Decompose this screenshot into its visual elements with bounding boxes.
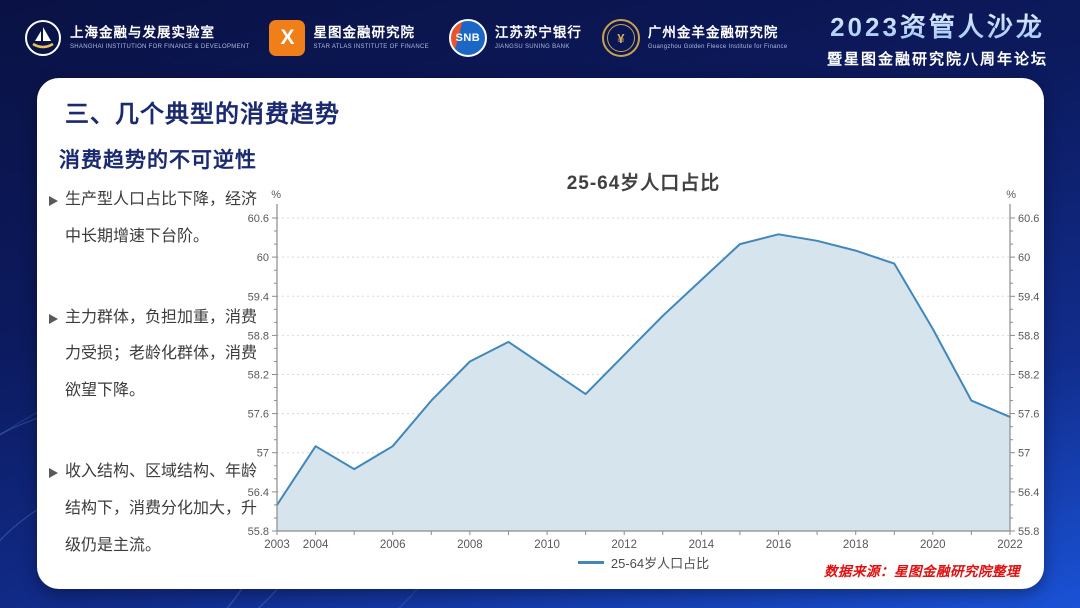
y-axis-label-right: 57 xyxy=(1018,448,1030,460)
logo-subtitle: Guangzhou Golden Fleece Institute for Fi… xyxy=(647,43,788,50)
y-axis-label-left: 56.4 xyxy=(248,487,269,499)
logo-name: 广州金羊金融研究院 xyxy=(647,24,779,40)
x-axis-label: 2003 xyxy=(264,539,290,551)
x-axis-label: 2012 xyxy=(611,539,637,551)
legend-label: 25-64岁人口占比 xyxy=(610,556,710,571)
logo-suning-bank: SNB 江苏苏宁银行 JIANGSU SUNING BANK xyxy=(448,19,582,57)
arrow-bullet-icon xyxy=(49,196,58,206)
star-atlas-logo-icon: X xyxy=(269,20,306,56)
x-axis-label: 2008 xyxy=(457,539,483,551)
bullet-text: 收入结构、区域结构、年龄结构下，消费分化加大，升级仍是主流。 xyxy=(65,462,258,554)
header-bar: 上海金融与发展实验室 SHANGHAI INSTITUTION FOR FINA… xyxy=(0,0,1080,76)
logo-name: 星图金融研究院 xyxy=(313,24,415,40)
y-axis-label-left: 60.6 xyxy=(248,213,269,225)
event-subtitle: 暨星图金融研究院八周年论坛 xyxy=(826,51,1048,68)
arrow-bullet-icon xyxy=(49,467,58,478)
x-axis-label: 2010 xyxy=(534,539,560,551)
y-axis-label-left: 57 xyxy=(257,448,269,460)
bullet-text: 主力群体，负担加重，消费力受损；老龄化群体，消费欲望下降。 xyxy=(65,308,258,400)
y-axis-label-left: 58.8 xyxy=(248,330,269,342)
y-axis-label-right: 60.6 xyxy=(1018,213,1039,225)
y-axis-label-right: 60 xyxy=(1018,252,1030,264)
x-axis-label: 2004 xyxy=(303,539,329,551)
y-axis-label-right: 56.4 xyxy=(1018,487,1039,499)
y-axis-label-left: 58.2 xyxy=(248,370,269,382)
y-axis-label-right: 55.8 xyxy=(1018,526,1039,538)
bullet-item: 收入结构、区域结构、年龄结构下，消费分化加大，升级仍是主流。 xyxy=(49,454,267,564)
event-title: 2023资管人沙龙 xyxy=(827,7,1048,44)
y-axis-label-left: 57.6 xyxy=(248,409,269,421)
golden-fleece-logo-icon: ¥ xyxy=(601,19,640,57)
logo-subtitle: STAR ATLAS INSTITUTE OF FINANCE xyxy=(313,43,429,50)
y-axis-label-right: 58.2 xyxy=(1018,370,1039,382)
logo-subtitle: SHANGHAI INSTITUTION FOR FINANCE & DEVEL… xyxy=(70,43,250,50)
population-share-area-chart: 55.8 55.8 56.4 56.4 57 57 57.6 57.6 58.2 58.2 58.8… xyxy=(248,189,1040,551)
chart-title: 25-64岁人口占比 xyxy=(566,173,721,194)
x-axis-label: 2018 xyxy=(843,539,869,551)
y-axis-unit-right: % xyxy=(1006,189,1016,201)
logo-name: 上海金融与发展实验室 xyxy=(70,24,215,40)
bullet-item: 生产型人口占比下降，经济中长期增速下台阶。 xyxy=(49,182,267,256)
y-axis-label-right: 57.6 xyxy=(1018,409,1039,421)
area-fill xyxy=(277,234,1010,532)
data-source-note: 数据来源：星图金融研究院整理 xyxy=(824,564,1020,579)
slide-subtitle: 消费趋势的不可逆性 xyxy=(59,149,257,172)
sailboat-logo-icon xyxy=(24,19,62,57)
logo-name: 江苏苏宁银行 xyxy=(494,24,582,40)
y-axis-label-left: 55.8 xyxy=(248,526,269,538)
y-axis-label-right: 59.4 xyxy=(1018,291,1039,303)
x-axis-label: 2022 xyxy=(997,539,1023,551)
trend-line xyxy=(276,233,1011,506)
logo-golden-fleece: ¥ 广州金羊金融研究院 Guangzhou Golden Fleece Inst… xyxy=(601,19,788,57)
logo-subtitle: JIANGSU SUNING BANK xyxy=(494,43,570,50)
y-axis-label-right: 58.8 xyxy=(1018,330,1039,342)
legend-line-swatch xyxy=(577,561,604,564)
x-axis-label: 2016 xyxy=(766,539,792,551)
event-title-block: 2023资管人沙龙 暨星图金融研究院八周年论坛 xyxy=(827,7,1056,69)
chart-legend: 25-64岁人口占比 xyxy=(277,553,1010,572)
y-axis-label-left: 60 xyxy=(257,252,269,264)
x-axis-label: 2006 xyxy=(380,539,406,551)
content-card: 三、几个典型的消费趋势 消费趋势的不可逆性 生产型人口占比下降，经济中长期增速下… xyxy=(37,78,1044,589)
bullet-text: 生产型人口占比下降，经济中长期增速下台阶。 xyxy=(65,191,258,245)
x-axis-label: 2014 xyxy=(689,539,715,551)
bullet-list: 生产型人口占比下降，经济中长期增速下台阶。 主力群体，负担加重，消费力受损；老龄… xyxy=(49,182,267,608)
bullet-item: 主力群体，负担加重，消费力受损；老龄化群体，消费欲望下降。 xyxy=(49,300,267,410)
logo-star-atlas: X 星图金融研究院 STAR ATLAS INSTITUTE OF FINANC… xyxy=(269,20,429,56)
snb-bank-logo-icon: SNB xyxy=(448,19,487,57)
x-axis-label: 2020 xyxy=(920,539,946,551)
logo-shanghai-institution: 上海金融与发展实验室 SHANGHAI INSTITUTION FOR FINA… xyxy=(24,19,249,57)
y-axis-unit-left: % xyxy=(271,189,281,201)
arrow-bullet-icon xyxy=(49,313,58,324)
y-axis-label-left: 59.4 xyxy=(248,291,269,303)
slide-title: 三、几个典型的消费趋势 xyxy=(65,101,340,128)
